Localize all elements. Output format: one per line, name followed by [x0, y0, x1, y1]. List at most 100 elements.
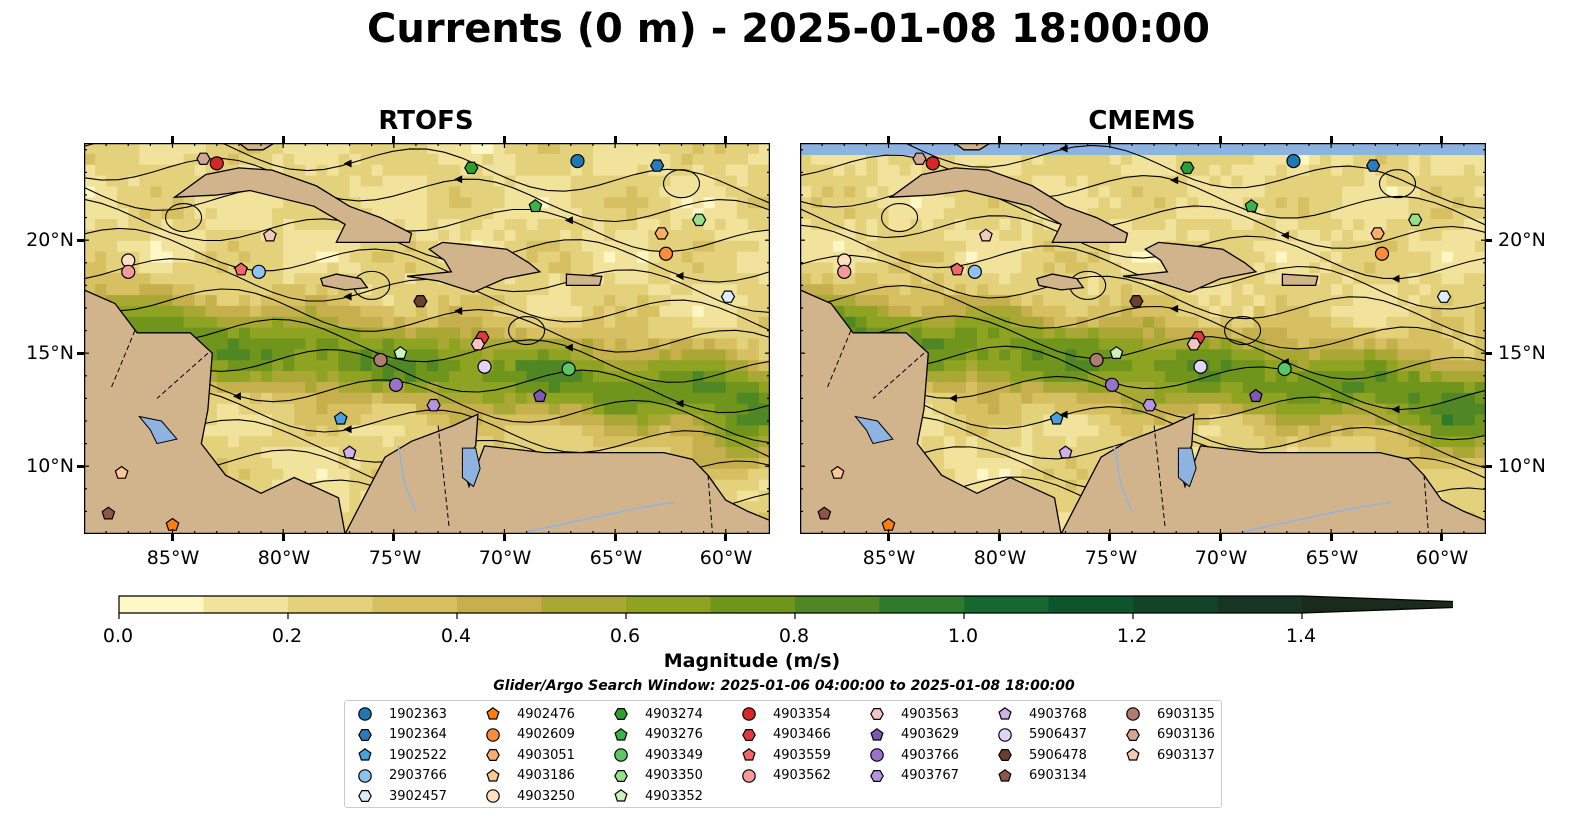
float-markers	[817, 152, 1452, 531]
legend-item: 4903349	[613, 745, 703, 765]
legend-marker-4903250	[486, 789, 500, 803]
legend-item: 4903051	[485, 745, 575, 765]
colorbar-tick-label: 1.0	[947, 625, 979, 647]
legend-marker-icon	[614, 727, 628, 741]
legend-label: 4903563	[901, 706, 959, 722]
major-tick	[997, 136, 1001, 143]
legend-marker-icon	[614, 769, 628, 782]
legend-marker-icon	[1126, 748, 1140, 761]
legend-marker-icon	[998, 768, 1012, 782]
legend-marker-icon	[1126, 707, 1140, 721]
legend-marker-icon	[614, 707, 628, 720]
no-data-band	[800, 143, 1486, 155]
lakes-rivers	[138, 415, 675, 533]
legend-marker-icon	[486, 707, 500, 720]
legend-label: 4903276	[645, 727, 703, 742]
legend-marker-icon	[486, 748, 500, 761]
map-frame	[84, 143, 770, 534]
colorbar-segment	[372, 596, 458, 613]
legend-marker-4903563	[870, 707, 884, 720]
float-marker-5906478	[1129, 295, 1144, 308]
major-tick	[171, 534, 175, 541]
major-tick	[1440, 534, 1444, 541]
legend-label: 4903559	[773, 747, 831, 763]
float-marker-3902457	[1436, 290, 1452, 303]
legend-marker-4903276	[614, 727, 628, 741]
legend-item: 4903274	[613, 704, 703, 724]
major-tick	[1108, 136, 1112, 143]
float-marker-4903768	[1058, 445, 1073, 459]
legend-marker-icon	[742, 768, 756, 783]
x-tick-label: 85°W	[146, 547, 200, 569]
figure-title: Currents (0 m) - 2025-01-08 18:00:00	[367, 6, 1210, 52]
legend-label: 4903349	[645, 747, 703, 763]
legend-item: 4903186	[485, 766, 575, 786]
colorbar-segment	[1133, 596, 1218, 613]
colorbar-segment	[457, 596, 542, 613]
legend-item: 4902609	[485, 725, 575, 745]
major-tick	[1485, 464, 1492, 468]
major-tick	[1218, 136, 1222, 143]
legend-item: 4903250	[485, 786, 575, 806]
float-marker-4903276	[528, 199, 543, 213]
legend-marker-4903629	[870, 727, 884, 741]
major-tick	[392, 136, 396, 143]
major-tick	[613, 136, 617, 143]
colorbar-segment	[710, 596, 796, 613]
colorbar-label: Magnitude (m/s)	[663, 650, 841, 672]
legend-label: 4903629	[901, 727, 959, 742]
legend-marker-4902476	[486, 707, 500, 720]
float-marker-5906437	[477, 359, 492, 374]
float-marker-4903352	[1109, 345, 1124, 359]
major-tick	[1108, 534, 1112, 541]
legend-item: 4903466	[741, 725, 831, 745]
legend-marker-icon	[742, 728, 756, 741]
legend-label: 4902476	[517, 706, 575, 722]
float-marker-6903136	[912, 152, 927, 165]
float-marker-6903137	[978, 228, 993, 242]
legend-marker-4903354	[742, 707, 756, 721]
major-tick	[1485, 351, 1492, 355]
legend-label: 4903186	[517, 768, 575, 783]
search-window-caption: Glider/Argo Search Window: 2025-01-06 04…	[493, 678, 1075, 694]
major-tick	[613, 534, 617, 541]
legend-item: 4903559	[741, 745, 831, 765]
legend-item: 4903767	[869, 766, 959, 786]
major-tick	[1218, 534, 1222, 541]
colorbar-segment	[541, 596, 627, 613]
legend-label: 6903136	[1157, 727, 1215, 742]
y-tick-label: 20°N	[1498, 229, 1546, 251]
y-tick-label: 20°N	[26, 229, 74, 251]
legend-marker-4903466	[742, 728, 756, 741]
legend-marker-4903349	[614, 748, 628, 762]
legend-marker-4903352	[614, 789, 628, 802]
legend-marker-icon	[486, 768, 500, 782]
legend: 1902363 1902364 1902522 2903766 3902457 49024…	[344, 700, 1222, 808]
legend-item: 1902364	[357, 725, 447, 745]
colorbar-tick-label: 0.0	[102, 625, 134, 647]
colorbar-tick-label: 1.4	[1285, 625, 1317, 647]
colorbar-tick-label: 0.8	[778, 625, 810, 647]
float-marker-4903350	[692, 213, 707, 227]
axis-ticks	[800, 143, 1486, 534]
colorbar-tick-label: 1.2	[1116, 625, 1148, 647]
colorbar-segment	[119, 596, 204, 613]
legend-label: 4903767	[901, 768, 959, 783]
y-tick-label: 15°N	[1498, 342, 1546, 364]
float-marker-6903134	[817, 506, 832, 520]
legend-marker-3902457	[358, 789, 372, 802]
float-marker-4903349	[561, 361, 576, 377]
legend-item: 6903134	[997, 766, 1087, 786]
float-marker-4902609	[1374, 246, 1390, 261]
legend-label: 4903051	[517, 747, 575, 763]
float-marker-1902364	[649, 159, 665, 172]
panel-title-rtofs: RTOFS	[378, 106, 474, 136]
major-tick	[1329, 136, 1333, 143]
float-marker-4902609	[658, 246, 674, 261]
legend-marker-1902522	[358, 748, 372, 761]
colorbar-segment	[964, 596, 1049, 613]
y-tick-label: 15°N	[26, 342, 74, 364]
float-marker-4903563	[470, 337, 486, 351]
float-marker-4903051	[1370, 227, 1385, 240]
float-marker-1902522	[1049, 411, 1064, 425]
